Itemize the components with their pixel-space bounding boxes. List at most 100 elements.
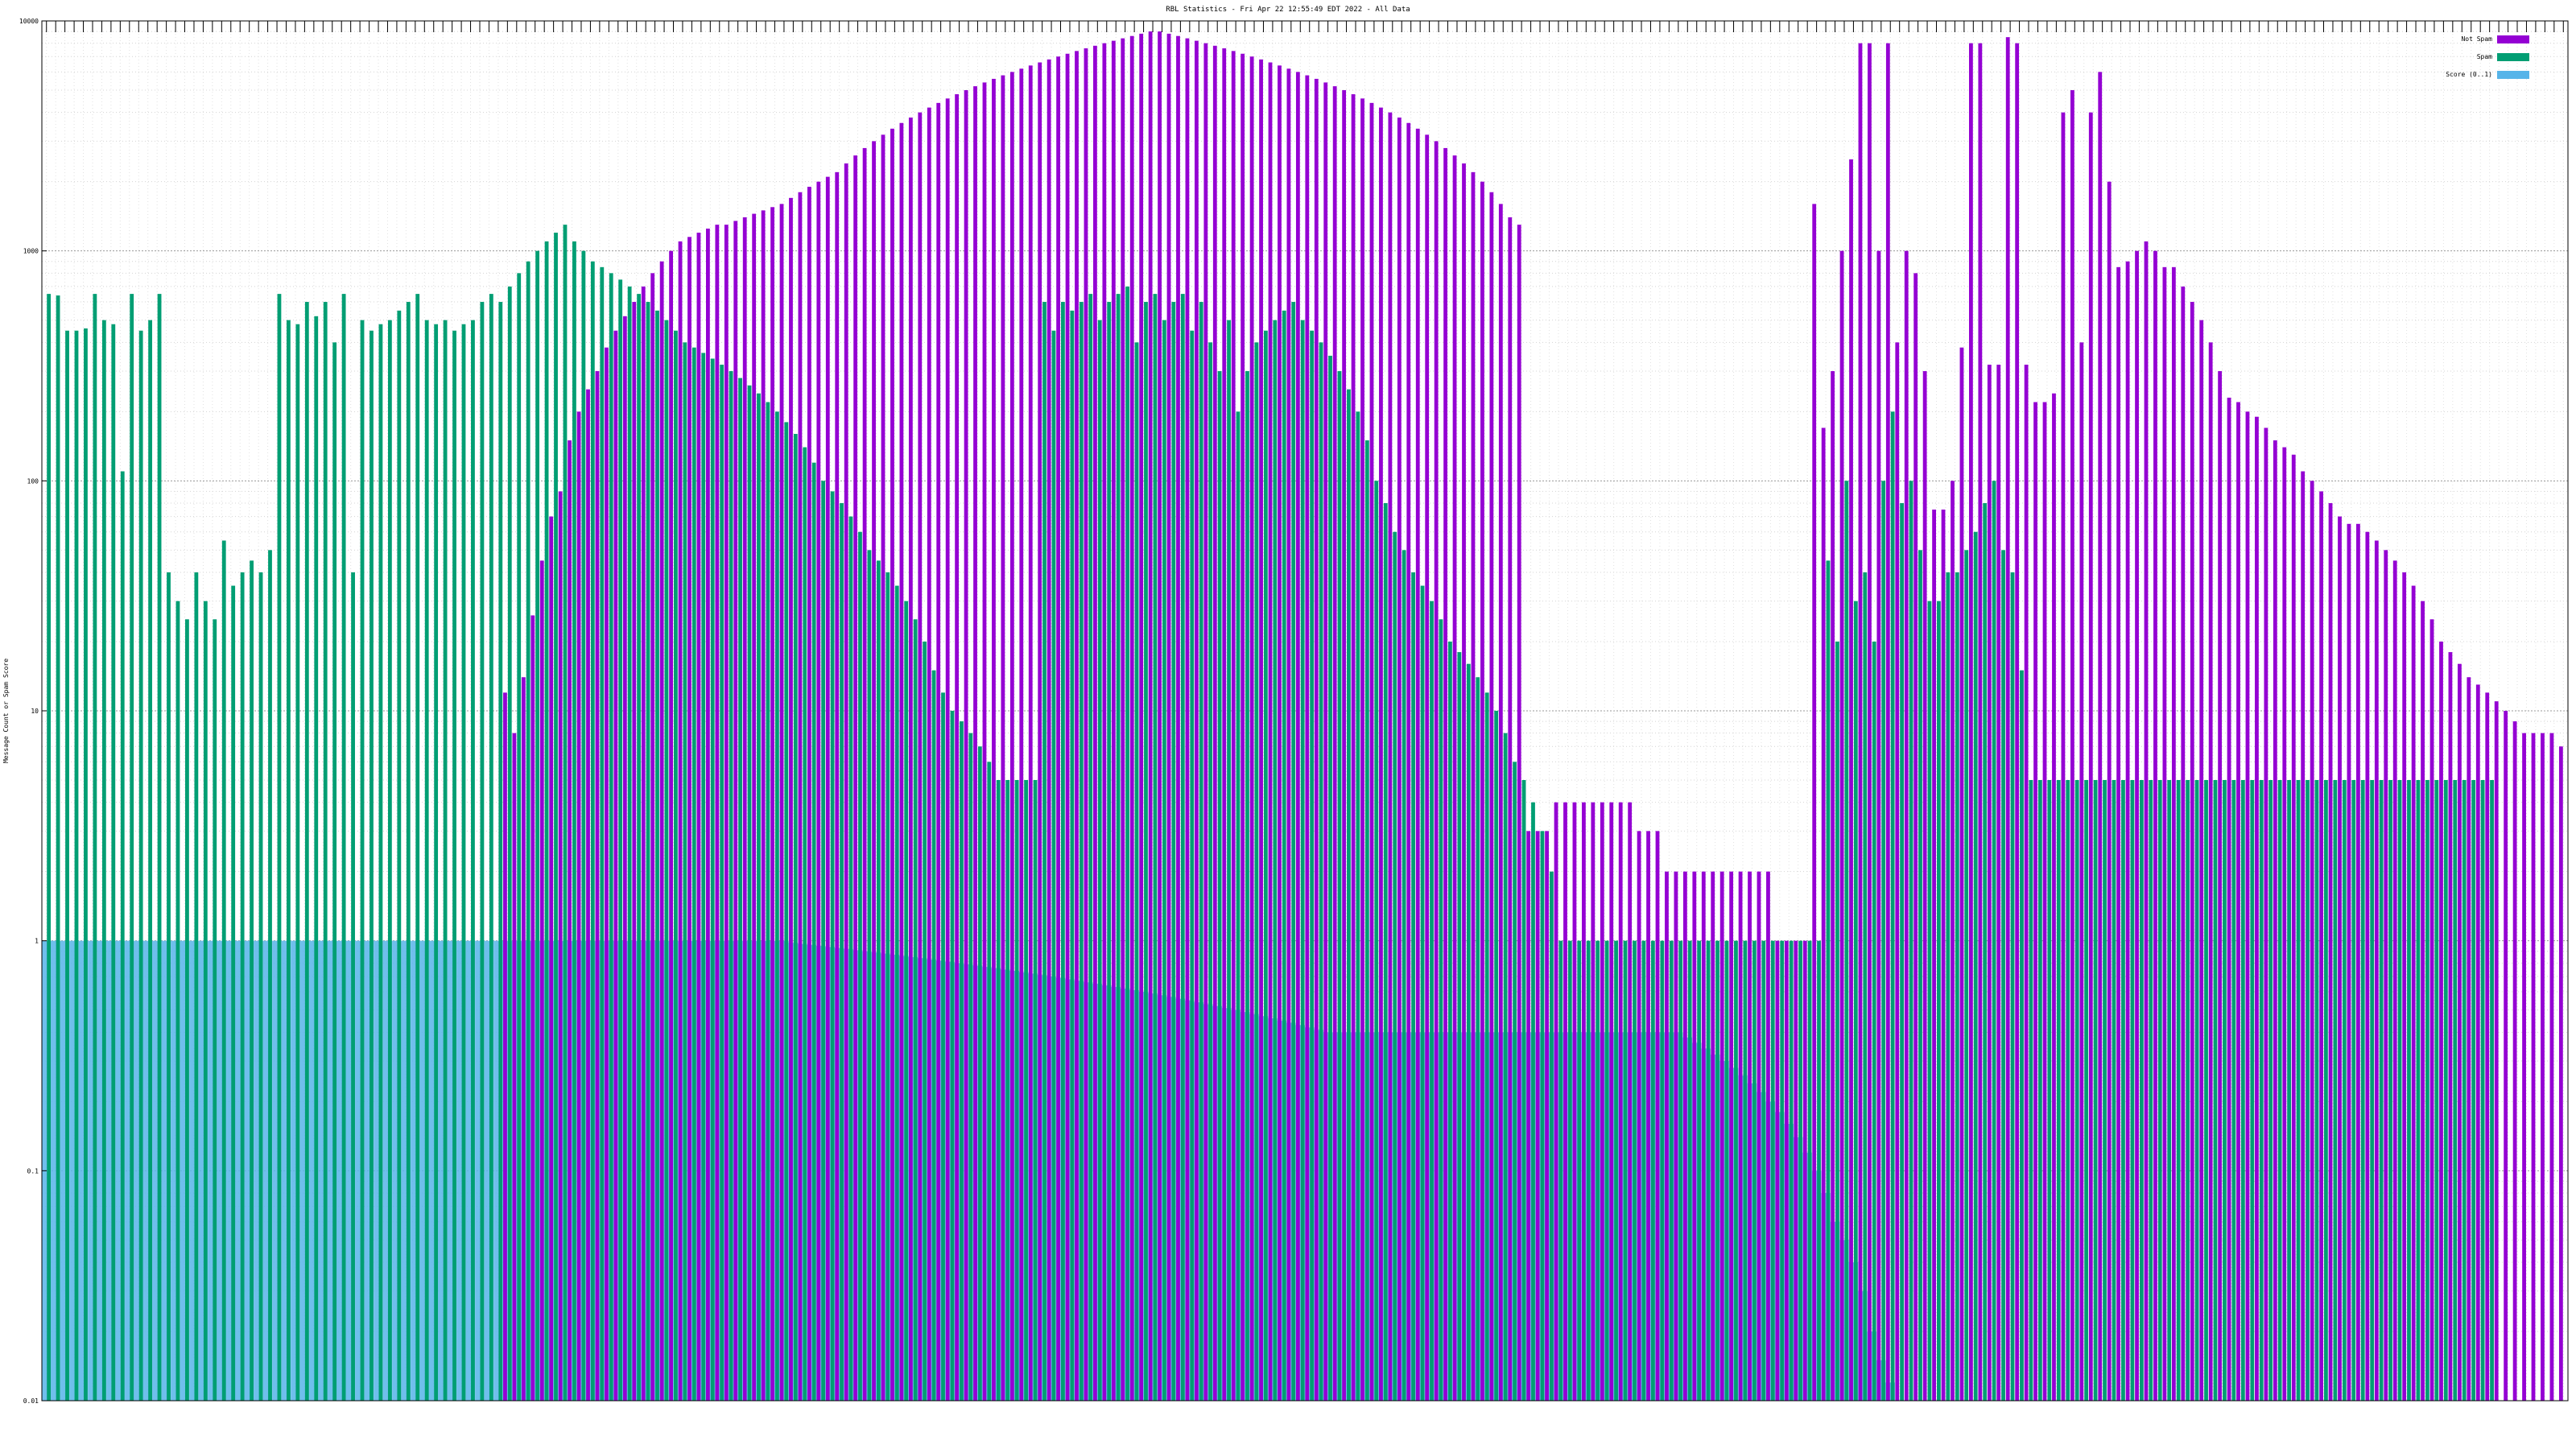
score-bar bbox=[558, 940, 568, 1401]
score-bar bbox=[1378, 1032, 1389, 1401]
not-spam-bar bbox=[1056, 56, 1061, 1401]
score-bar bbox=[1535, 1032, 1545, 1401]
not-spam-bar bbox=[2522, 733, 2526, 1401]
score-bar bbox=[825, 947, 835, 1401]
not-spam-bar bbox=[1526, 831, 1531, 1401]
score-bar bbox=[1341, 1032, 1352, 1401]
spam-bar bbox=[1734, 940, 1738, 1401]
not-spam-bar bbox=[1913, 273, 1918, 1402]
spam-bar bbox=[157, 294, 162, 1401]
spam-bar bbox=[65, 330, 69, 1401]
spam-bar bbox=[766, 402, 770, 1401]
not-spam-bar bbox=[1222, 48, 1227, 1401]
not-spam-bar bbox=[770, 207, 774, 1401]
score-bar bbox=[1268, 1018, 1278, 1401]
spam-bar bbox=[1144, 302, 1148, 1401]
score-bar bbox=[1074, 980, 1084, 1401]
score-bar bbox=[336, 940, 346, 1401]
spam-bar bbox=[1254, 342, 1259, 1401]
not-spam-bar bbox=[945, 98, 950, 1401]
spam-bar bbox=[2010, 572, 2015, 1402]
not-spam-bar bbox=[1158, 31, 1162, 1401]
spam-bar bbox=[1807, 940, 1812, 1401]
score-bar bbox=[1876, 1360, 1886, 1401]
spam-bar bbox=[747, 385, 752, 1401]
score-bar bbox=[1129, 989, 1139, 1401]
not-spam-bar bbox=[1489, 192, 1494, 1402]
spam-bar bbox=[489, 294, 493, 1401]
not-spam-bar bbox=[2301, 471, 2306, 1402]
not-spam-bar bbox=[1129, 35, 1134, 1401]
spam-bar bbox=[1457, 652, 1462, 1401]
not-spam-bar bbox=[1508, 217, 1513, 1402]
not-spam-bar bbox=[2236, 402, 2240, 1401]
not-spam-bar bbox=[1849, 159, 1853, 1401]
spam-bar bbox=[101, 320, 106, 1401]
score-bar bbox=[465, 940, 476, 1401]
spam-bar bbox=[526, 261, 530, 1402]
not-spam-bar bbox=[973, 86, 977, 1401]
not-spam-bar bbox=[2125, 261, 2130, 1402]
score-bar bbox=[1415, 1032, 1425, 1401]
not-spam-bar bbox=[1904, 250, 1909, 1402]
score-bar bbox=[631, 940, 642, 1401]
not-spam-bar bbox=[2005, 37, 2010, 1402]
score-bar bbox=[761, 940, 770, 1401]
not-spam-bar bbox=[2504, 711, 2508, 1401]
not-spam-bar bbox=[669, 250, 673, 1402]
not-spam-bar bbox=[2429, 619, 2434, 1401]
spam-bar bbox=[1596, 940, 1600, 1401]
score-bar bbox=[309, 940, 319, 1401]
spam-bar bbox=[2333, 779, 2338, 1401]
spam-bar bbox=[507, 286, 512, 1401]
spam-bar bbox=[1383, 503, 1388, 1401]
spam-bar bbox=[987, 762, 992, 1401]
score-bar bbox=[1443, 1032, 1453, 1401]
score-bar bbox=[871, 952, 881, 1401]
spam-bar bbox=[1374, 481, 1379, 1402]
y-tick-label: 100 bbox=[27, 477, 39, 485]
not-spam-bar bbox=[899, 122, 904, 1401]
spam-bar bbox=[2176, 779, 2181, 1401]
score-bar bbox=[1286, 1022, 1296, 1401]
spam-bar bbox=[1125, 286, 1129, 1401]
score-bar bbox=[1498, 1032, 1508, 1401]
not-spam-bar bbox=[622, 316, 627, 1401]
score-bar bbox=[1424, 1032, 1435, 1401]
spam-bar bbox=[1540, 831, 1545, 1401]
score-bar bbox=[1682, 1037, 1693, 1401]
score-bar bbox=[1830, 1221, 1840, 1401]
not-spam-bar bbox=[2421, 601, 2425, 1401]
score-bar bbox=[1618, 1032, 1628, 1401]
spam-bar bbox=[443, 320, 448, 1401]
spam-bar bbox=[1466, 663, 1471, 1401]
not-spam-bar bbox=[2467, 677, 2471, 1401]
score-bar bbox=[374, 940, 383, 1401]
spam-bar bbox=[793, 434, 798, 1401]
score-bar bbox=[1092, 984, 1103, 1401]
not-spam-bar bbox=[733, 221, 738, 1401]
score-bar bbox=[180, 940, 190, 1401]
not-spam-bar bbox=[1748, 871, 1752, 1401]
spam-bar bbox=[2407, 779, 2411, 1401]
not-spam-bar bbox=[1821, 427, 1826, 1402]
score-bar bbox=[1452, 1032, 1462, 1401]
spam-bar bbox=[950, 711, 955, 1401]
spam-bar bbox=[1153, 294, 1158, 1401]
not-spam-bar bbox=[789, 197, 793, 1402]
score-bar bbox=[964, 964, 973, 1401]
not-spam-bar bbox=[1038, 62, 1042, 1401]
spam-bar bbox=[1633, 940, 1637, 1401]
score-bar bbox=[217, 940, 227, 1401]
spam-bar bbox=[2047, 779, 2052, 1401]
score-bar bbox=[1728, 1067, 1739, 1401]
score-bar bbox=[1249, 1013, 1259, 1401]
spam-bar bbox=[941, 692, 945, 1401]
spam-bar bbox=[1356, 411, 1360, 1401]
not-spam-bar bbox=[844, 163, 848, 1402]
spam-bar bbox=[2167, 779, 2172, 1401]
score-bar bbox=[254, 940, 263, 1401]
spam-bar bbox=[1872, 642, 1876, 1401]
score-bar bbox=[345, 940, 356, 1401]
score-bar bbox=[1858, 1290, 1868, 1401]
